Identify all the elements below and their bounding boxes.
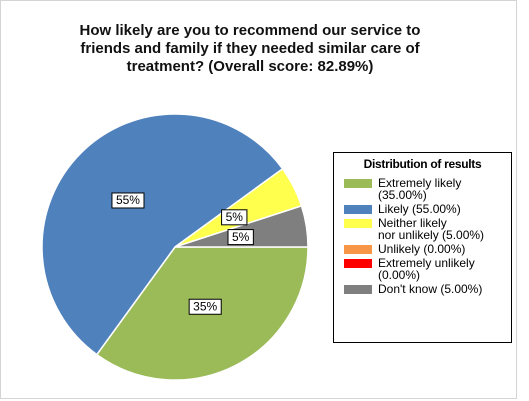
data-label: 35%: [193, 299, 217, 313]
legend-swatch: [344, 179, 372, 188]
data-label: 5%: [226, 210, 244, 224]
legend-item: Likely (55.00%): [340, 203, 505, 215]
legend-swatch: [344, 205, 372, 214]
legend-item: Unlikely (0.00%): [340, 243, 505, 255]
legend-label: Extremely likely (35.00%): [378, 176, 462, 202]
legend-label: Extremely unlikely (0.00%): [378, 256, 475, 282]
legend-item: Don't know (5.00%): [340, 283, 505, 295]
pie-slice: [41, 113, 284, 356]
legend-swatch: [344, 219, 372, 228]
legend-item: Extremely unlikely (0.00%): [340, 257, 505, 281]
legend-swatch: [344, 259, 372, 268]
legend-item: Neither likely nor unlikely (5.00%): [340, 217, 505, 241]
legend-item: Extremely likely (35.00%): [340, 177, 505, 201]
legend-label: Don't know (5.00%): [378, 282, 483, 296]
legend-swatch: [344, 285, 372, 294]
legend-label: Likely (55.00%): [378, 202, 461, 216]
legend: Distribution of results Extremely likely…: [333, 152, 512, 343]
legend-title: Distribution of results: [363, 157, 482, 171]
data-label-box: [221, 209, 248, 226]
data-label-box: [227, 229, 254, 246]
legend-swatch: [344, 245, 372, 254]
data-label: 55%: [116, 193, 140, 207]
legend-label: Unlikely (0.00%): [378, 242, 466, 256]
chart-title: How likely are you to recommend our serv…: [79, 22, 421, 75]
data-label-box: [188, 298, 222, 315]
frame: [0, 0, 517, 399]
data-label-box: [111, 192, 145, 209]
pie-slice: [174, 204, 309, 248]
legend-label: Neither likely nor unlikely (5.00%): [378, 216, 485, 242]
data-label: 5%: [232, 230, 250, 244]
